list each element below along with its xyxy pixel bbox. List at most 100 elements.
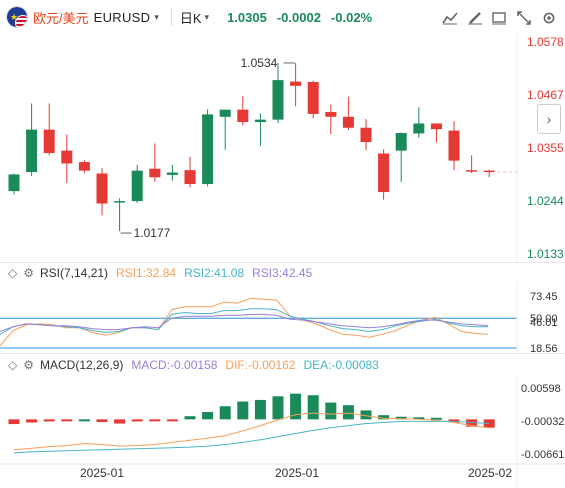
- macd-value: MACD:-0.00158: [131, 358, 218, 372]
- candle-body: [26, 129, 38, 173]
- settings-icon[interactable]: [540, 9, 558, 27]
- fullscreen-icon[interactable]: [490, 9, 508, 27]
- macd-tick-label: -0.00032: [521, 416, 564, 428]
- price-tick-label: 1.0467: [527, 88, 564, 102]
- gear-icon[interactable]: ⚙: [23, 266, 34, 280]
- eye-icon[interactable]: ◇: [8, 358, 18, 372]
- macd-header: ◇ ⚙ MACD(12,26,9) MACD:-0.00158 DIF:-0.0…: [8, 358, 387, 372]
- panel-divider-rsi: [0, 262, 565, 263]
- rsi-tick-label: 50.00: [530, 313, 558, 325]
- candle-body: [307, 82, 319, 114]
- draw-tool-icon[interactable]: [466, 9, 484, 27]
- macd-histogram-bar: [237, 401, 249, 420]
- gear-icon[interactable]: ⚙: [23, 358, 34, 372]
- expand-icon[interactable]: [515, 9, 533, 27]
- macd-histogram-bar: [202, 412, 214, 420]
- rsi-tick-label: 73.45: [530, 291, 558, 303]
- macd-histogram-bar: [184, 416, 196, 420]
- candle-body: [114, 201, 126, 203]
- candle-body: [184, 170, 196, 184]
- candle-body: [43, 129, 55, 154]
- price-change: -0.0002: [276, 9, 321, 25]
- macd-histogram-bar: [413, 417, 425, 420]
- price-change-percent: -0.02%: [330, 9, 373, 25]
- panel-divider-macd: [0, 353, 565, 354]
- macd-histogram-bar: [290, 393, 302, 420]
- macd-histogram-bar: [26, 419, 38, 423]
- macd-line-dif: [13, 412, 490, 451]
- macd-histogram-bar: [78, 419, 90, 422]
- symbol-name-cn: 欧元/美元: [33, 10, 89, 26]
- candle-body: [8, 174, 20, 192]
- eye-icon[interactable]: ◇: [8, 266, 18, 280]
- x-axis-label: 2025-02: [468, 466, 512, 480]
- rsi3-value: RSI3:42.45: [252, 266, 313, 280]
- candle-body: [342, 116, 354, 128]
- candle-body: [448, 130, 460, 161]
- low-price-label: 1.0177: [134, 226, 171, 240]
- macd-histogram-bar: [43, 419, 55, 422]
- price-tick-label: 1.0133: [527, 247, 564, 261]
- dif-value: DIF:-0.00162: [225, 358, 296, 372]
- candle-body: [272, 80, 284, 120]
- rsi1-value: RSI1:32.84: [116, 266, 177, 280]
- last-price: 1.0305: [227, 9, 267, 25]
- candle-body: [237, 109, 249, 123]
- macd-histogram-bar: [96, 419, 108, 422]
- macd-histogram-bar: [395, 416, 407, 420]
- candle-body: [430, 123, 442, 130]
- candle-body: [360, 127, 372, 143]
- macd-chart[interactable]: 0.00598 -0.00032 -0.00661 2025-01 2025-01 202…: [0, 374, 565, 488]
- rsi2-value: RSI2:41.08: [184, 266, 245, 280]
- macd-histogram-bar: [8, 419, 20, 425]
- x-axis-label: 2025-01: [80, 466, 124, 480]
- candle-body: [131, 170, 143, 202]
- high-price-label: 1.0534: [241, 56, 278, 70]
- symbol-dropdown-icon[interactable]: ▾: [154, 11, 159, 22]
- price-tick-label: 1.0244: [527, 194, 564, 208]
- macd-title: MACD(12,26,9): [40, 358, 124, 372]
- macd-tick-label: 0.00598: [521, 383, 561, 395]
- rsi-header: ◇ ⚙ RSI(7,14,21) RSI1:32.84 RSI2:41.08 R…: [8, 266, 320, 280]
- macd-histogram-bar: [307, 395, 319, 420]
- rsi-line-rsi3: [0, 313, 489, 332]
- macd-tick-label: -0.00661: [521, 449, 564, 461]
- candle-body: [166, 172, 178, 175]
- candle-body: [96, 173, 108, 204]
- period-dropdown-icon[interactable]: ▾: [204, 11, 210, 22]
- chart-toolbar: 欧元/美元 EURUSD ▾ 日K ▾ 1.0305 -0.0002 -0.02…: [0, 0, 565, 34]
- macd-histogram-bar: [149, 419, 161, 422]
- candle-body: [149, 168, 161, 178]
- chart-scroll-right-button[interactable]: ›: [537, 104, 561, 134]
- rsi-tick-label: 46.01: [530, 317, 558, 329]
- candlestick-chart[interactable]: 1.0578 1.0467 1.0355 1.0244 1.0133 1.0534 1.01…: [0, 34, 565, 262]
- candle-body: [483, 170, 495, 173]
- macd-histogram-bar: [325, 402, 337, 420]
- macd-histogram-bar: [219, 406, 231, 420]
- candle-body: [78, 162, 90, 171]
- macd-histogram-bar: [430, 417, 442, 420]
- macd-histogram-bar: [272, 396, 284, 420]
- currency-pair-flag-icon: [6, 6, 28, 28]
- candle-body: [413, 123, 425, 134]
- price-tick-label: 1.0578: [527, 35, 564, 49]
- candle-body: [61, 150, 73, 164]
- macd-histogram-bar: [166, 419, 178, 422]
- price-tick-label: 1.0355: [527, 141, 564, 155]
- candle-body: [466, 170, 478, 172]
- x-axis-label: 2025-01: [275, 466, 319, 480]
- macd-histogram-bar: [131, 419, 143, 422]
- line-chart-icon[interactable]: [441, 9, 459, 27]
- period-selector[interactable]: 日K: [179, 10, 202, 26]
- symbol-selector[interactable]: EURUSD: [93, 9, 151, 25]
- rsi-tick-label: 18.56: [530, 343, 558, 352]
- toolbar-divider: [170, 8, 172, 26]
- candle-body: [202, 114, 214, 184]
- candle-body: [378, 153, 390, 193]
- candle-body: [290, 81, 302, 86]
- macd-histogram-bar: [342, 405, 354, 420]
- rsi-title: RSI(7,14,21): [40, 266, 109, 280]
- macd-histogram-bar: [61, 419, 73, 422]
- candle-body: [325, 112, 337, 117]
